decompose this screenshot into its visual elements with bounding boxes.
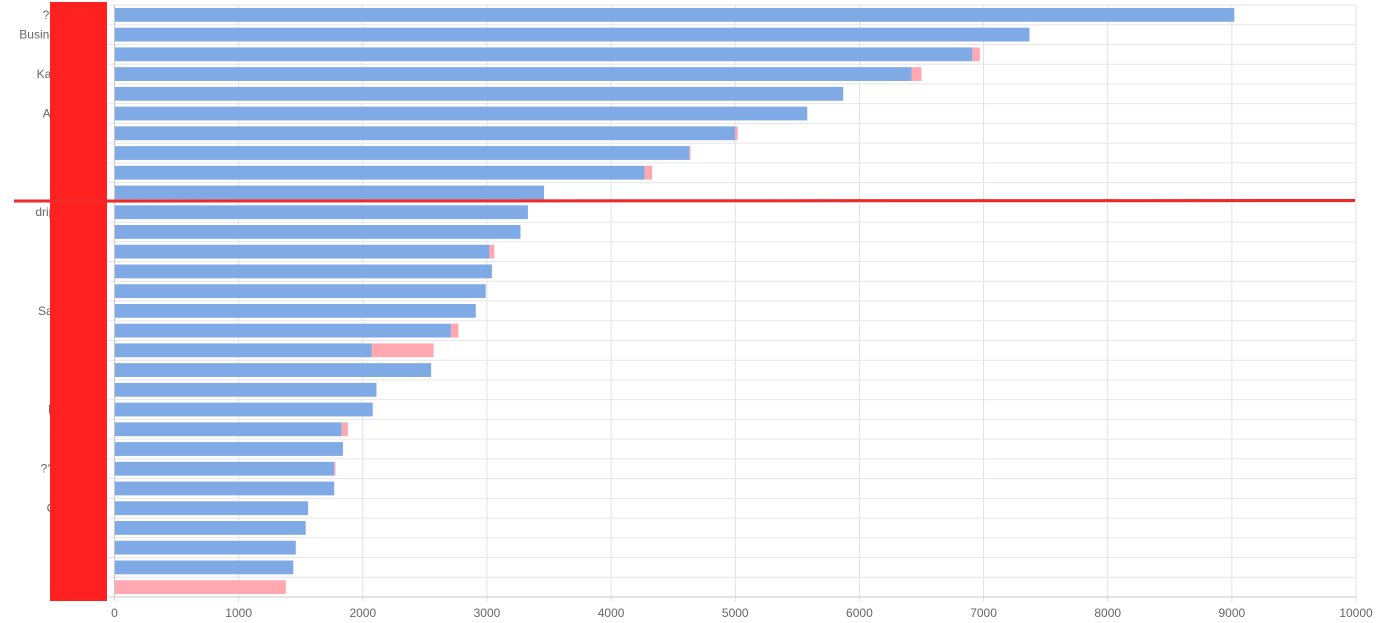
bar-segment-series-2	[371, 343, 434, 358]
bar-segment-series-1	[114, 244, 490, 259]
bar-segment-series-1	[114, 521, 306, 535]
bar-segment-series-2	[735, 126, 738, 141]
bar-segment-series-1	[114, 67, 912, 81]
bar-segment-series-2	[341, 422, 348, 437]
x-tick-label: 1000	[225, 606, 252, 620]
x-tick-label: 5000	[722, 606, 749, 620]
bar-segment-series-1	[114, 560, 294, 575]
grid-layer	[108, 4, 1357, 602]
bar-segment-series-2	[911, 67, 922, 81]
bar-segment-series-2	[689, 146, 691, 160]
x-tick-label: 10000	[1339, 606, 1373, 620]
bar-segment-series-1	[114, 205, 528, 220]
bar-segment-series-1	[114, 323, 451, 338]
bar-segment-series-2	[334, 461, 336, 476]
x-tick-label: 8000	[1094, 606, 1121, 620]
bar-segment-series-1	[114, 225, 521, 239]
overlay-layer	[13, 2, 1356, 601]
bar-segment-series-1	[114, 402, 373, 417]
x-tick-label: 6000	[846, 606, 873, 620]
x-tick-label: 3000	[474, 606, 501, 620]
bar-segment-series-1	[114, 86, 844, 101]
x-tick-label: 7000	[970, 606, 997, 620]
bar-segment-series-1	[114, 501, 309, 516]
x-tick-label: 0	[111, 606, 118, 620]
bar-segment-series-1	[114, 284, 486, 299]
bar-segment-series-1	[114, 481, 335, 496]
redaction-block	[50, 2, 107, 601]
bar-segment-series-1	[114, 146, 690, 160]
bar-segment-series-1	[114, 264, 492, 279]
bar-segment-series-1	[114, 47, 973, 62]
x-tick-label: 9000	[1218, 606, 1245, 620]
bar-segment-series-1	[114, 165, 645, 180]
bar-segment-series-1	[114, 126, 736, 141]
bar-segment-series-1	[114, 185, 545, 200]
bar-layer	[114, 7, 1235, 595]
bar-segment-series-1	[114, 461, 335, 476]
bar-segment-series-2	[489, 244, 495, 259]
bar-segment-series-2	[114, 580, 286, 595]
bar-segment-series-1	[114, 27, 1030, 42]
bar-segment-series-1	[114, 540, 296, 555]
axis-layer: 0 1000 2000 3000 4000 5000 6000 7000 8000 9000 100…	[108, 5, 1373, 620]
bar-segment-series-1	[114, 422, 342, 437]
bar-segment-series-1	[114, 442, 343, 456]
bar-segment-series-1	[114, 106, 808, 121]
bar-segment-series-1	[114, 343, 372, 358]
x-tick-label: 2000	[349, 606, 376, 620]
bar-segment-series-1	[114, 363, 432, 377]
bar-segment-series-1	[114, 303, 476, 318]
bar-segment-series-2	[644, 165, 653, 180]
red-marker-line	[13, 199, 1356, 203]
x-tick-label: 4000	[598, 606, 625, 620]
bar-segment-series-1	[114, 7, 1235, 22]
bar-segment-series-2	[972, 47, 980, 62]
bar-segment-series-2	[450, 323, 459, 338]
bar-segment-series-1	[114, 382, 377, 397]
